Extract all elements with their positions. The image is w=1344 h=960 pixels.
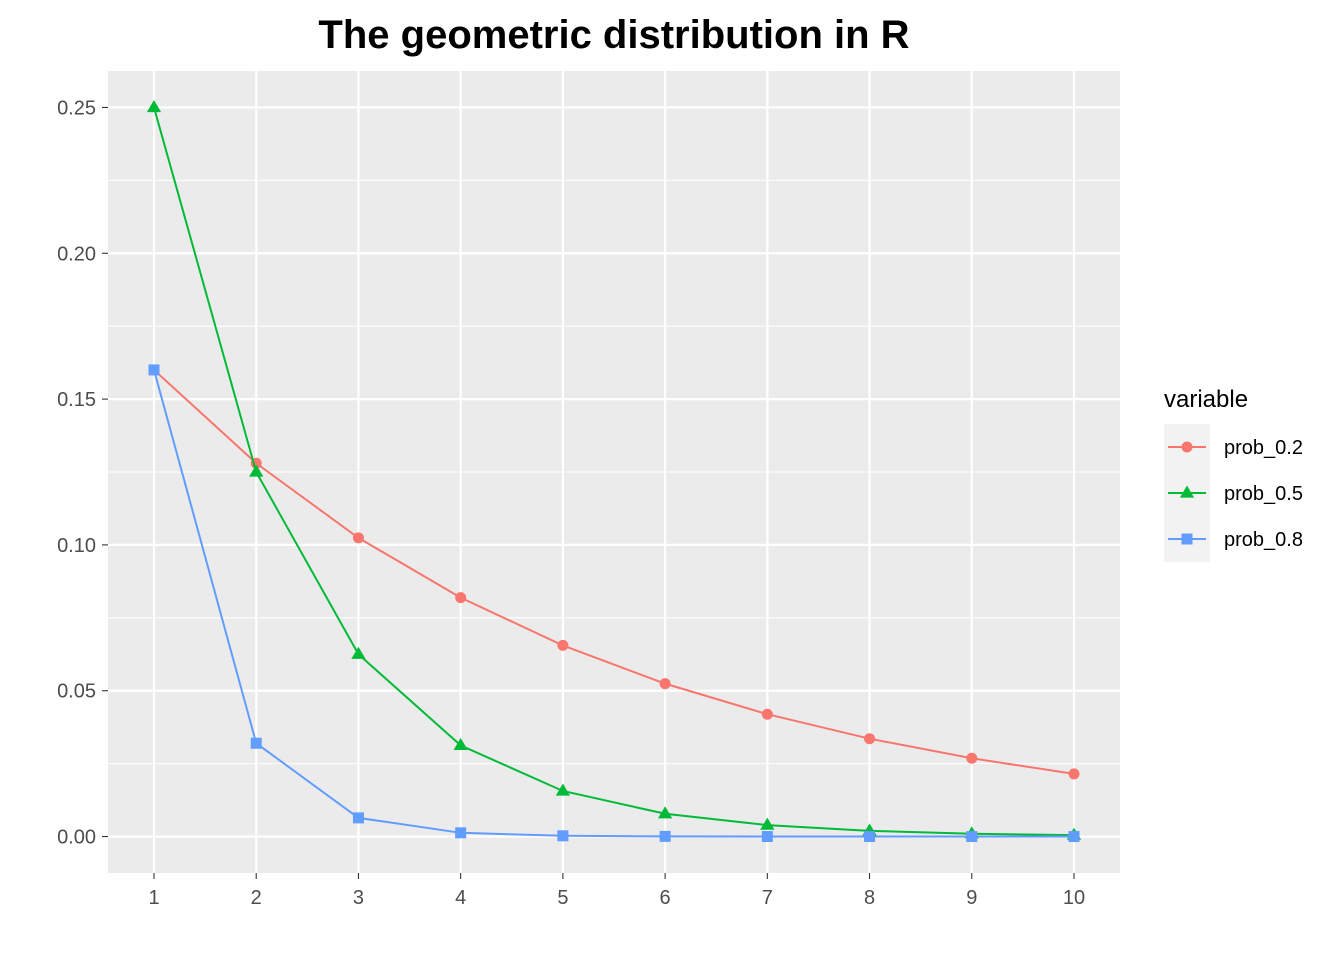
- data-point-prob_0.5: [555, 783, 571, 796]
- legend-key-marker: [1181, 533, 1193, 545]
- y-tick-label: 0.15: [57, 389, 96, 411]
- series-line-prob_0.2: [153, 369, 1075, 775]
- y-tick-label: 0.25: [57, 97, 96, 119]
- series-line-prob_0.5: [153, 107, 1075, 837]
- data-point-prob_0.8: [864, 831, 876, 843]
- x-tick-label: 3: [353, 887, 364, 909]
- series-layer: [146, 99, 1082, 843]
- legend-label: prob_0.5: [1224, 483, 1303, 505]
- y-tick-label: 0.10: [57, 535, 96, 557]
- series-prob_0.8: [148, 364, 1080, 843]
- data-point-prob_0.5: [351, 646, 366, 659]
- data-point-prob_0.8: [148, 364, 160, 376]
- minor-gridlines: [108, 179, 1120, 765]
- data-point-prob_0.8: [250, 737, 262, 749]
- data-point-prob_0.8: [352, 812, 364, 824]
- data-point-prob_0.8: [455, 827, 467, 839]
- x-tick-label: 6: [660, 887, 671, 909]
- x-tick-label: 4: [455, 887, 466, 909]
- legend-item-prob_0.5: prob_0.5: [1164, 470, 1303, 516]
- data-point-prob_0.8: [557, 830, 569, 842]
- x-tick-label: 2: [251, 887, 262, 909]
- y-tick-label: 0.00: [57, 827, 96, 849]
- data-point-prob_0.2: [352, 532, 364, 544]
- x-tick-label: 1: [148, 887, 159, 909]
- series-line-prob_0.8: [153, 369, 1075, 838]
- legend-key-marker: [1179, 485, 1195, 498]
- x-tick-label: 5: [557, 887, 568, 909]
- data-point-prob_0.8: [1068, 831, 1080, 843]
- data-point-prob_0.2: [557, 639, 569, 651]
- data-point-prob_0.8: [761, 831, 773, 843]
- y-tick-label: 0.05: [57, 681, 96, 703]
- data-point-prob_0.2: [659, 678, 671, 690]
- data-point-prob_0.5: [453, 737, 468, 751]
- data-point-prob_0.2: [1068, 768, 1080, 780]
- legend: variable prob_0.2 prob_0.5 prob_0.8: [1164, 386, 1303, 562]
- data-point-prob_0.5: [249, 464, 264, 477]
- data-point-prob_0.2: [761, 708, 773, 720]
- data-point-prob_0.2: [966, 752, 978, 764]
- legend-title: variable: [1164, 386, 1248, 413]
- legend-label: prob_0.2: [1224, 437, 1303, 459]
- x-tick-label: 7: [762, 887, 773, 909]
- y-tick-label: 0.20: [57, 243, 96, 265]
- data-point-prob_0.2: [864, 733, 876, 745]
- legend-item-prob_0.2: prob_0.2: [1164, 424, 1303, 470]
- x-tick-label: 8: [864, 887, 875, 909]
- data-point-prob_0.5: [657, 806, 673, 819]
- x-tick-label: 10: [1063, 887, 1085, 909]
- x-tick-label: 9: [966, 887, 977, 909]
- x-axis: 1 2 3 4 5 6 7 8 9 10: [148, 873, 1085, 909]
- data-point-prob_0.8: [966, 831, 978, 843]
- data-point-prob_0.2: [455, 592, 467, 604]
- data-point-prob_0.5: [760, 817, 775, 830]
- legend-label: prob_0.8: [1224, 529, 1303, 551]
- data-point-prob_0.5: [146, 99, 162, 113]
- y-axis: 0.00 0.05 0.10 0.15 0.20 0.25: [57, 97, 108, 849]
- legend-key-marker: [1181, 441, 1193, 453]
- legend-item-prob_0.8: prob_0.8: [1164, 516, 1303, 562]
- data-point-prob_0.8: [659, 830, 671, 842]
- chart-title: The geometric distribution in R: [318, 13, 909, 57]
